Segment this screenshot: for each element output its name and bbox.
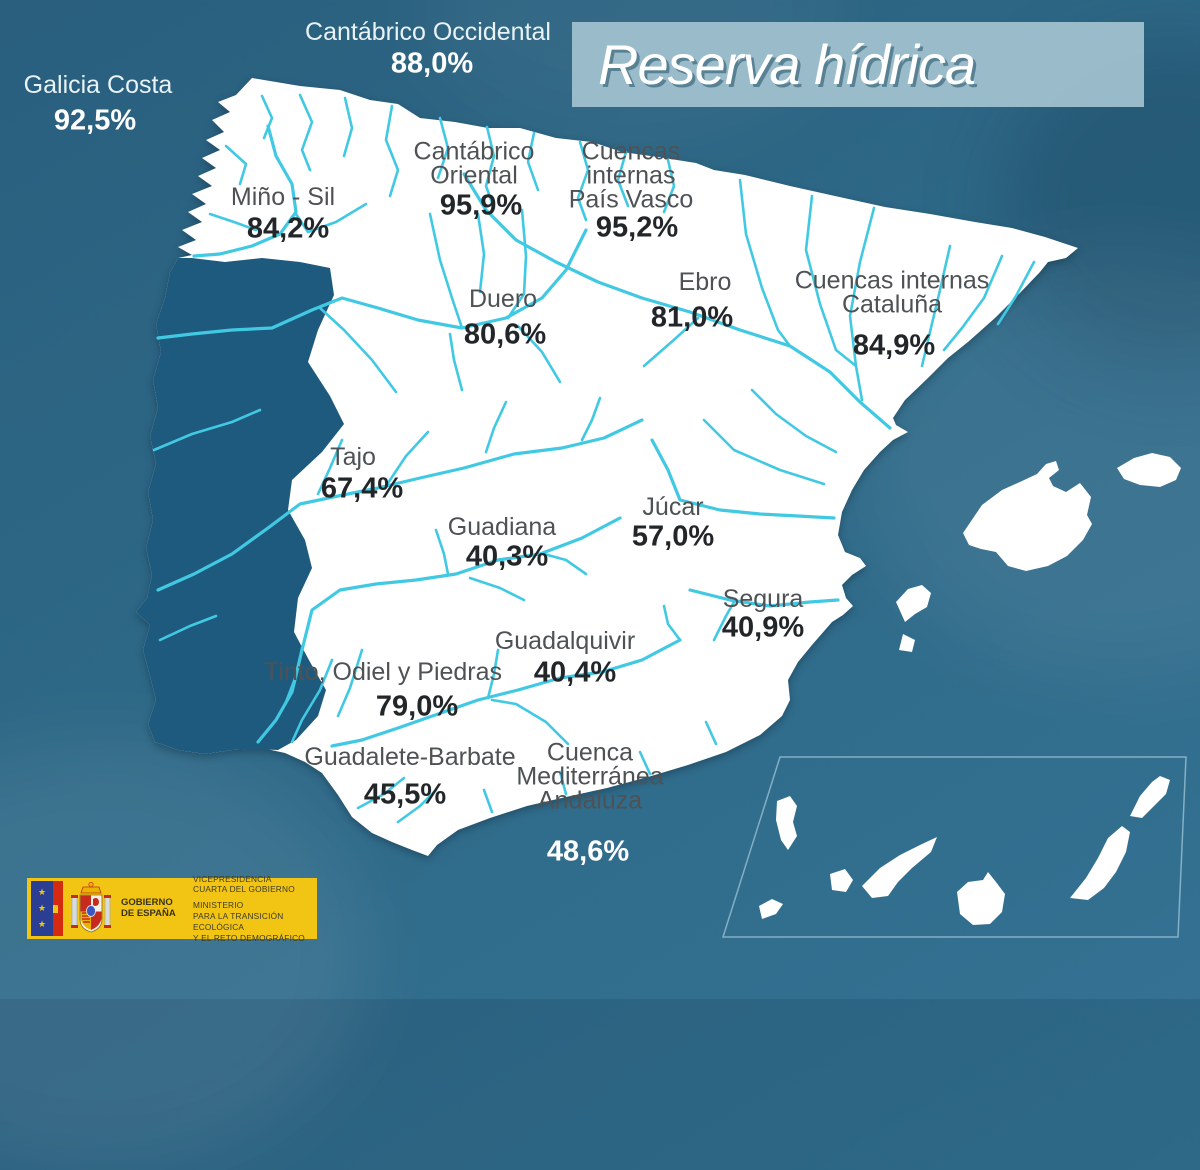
ministry-text-line: MINISTERIO xyxy=(193,900,244,911)
ministry-text-line: CUARTA DEL GOBIERNO xyxy=(193,884,295,895)
coat-of-arms-icon xyxy=(71,881,111,933)
balearic-islands xyxy=(896,453,1181,652)
ministry-text-line: Y EL RETO DEMOGRÁFICO xyxy=(193,932,305,943)
rivers-layer xyxy=(152,93,1036,824)
government-label: GOBIERNO DE ESPAÑA xyxy=(121,896,176,919)
spain-flag-icon: ★ ★ ★ xyxy=(31,881,63,936)
ministry-text-line: PARA LA TRANSICIÓN ECOLÓGICA xyxy=(193,911,284,932)
ministry-text-line: VICEPRESIDENCIA xyxy=(193,873,272,884)
ministry-text: VICEPRESIDENCIA CUARTA DEL GOBIERNO MINIST… xyxy=(193,874,313,944)
canary-islands-box xyxy=(721,756,1187,938)
iberian-peninsula xyxy=(136,78,1078,856)
page-title: Reserva hídrica xyxy=(598,33,976,96)
spain-hydro-map xyxy=(136,78,1187,938)
portugal-region xyxy=(136,258,344,754)
government-logo: ★ ★ ★ GOBIERNO DE ESPAÑA VICEPRESIDENCIA CU… xyxy=(27,874,317,943)
title-banner: Reserva hídrica xyxy=(572,22,1144,107)
